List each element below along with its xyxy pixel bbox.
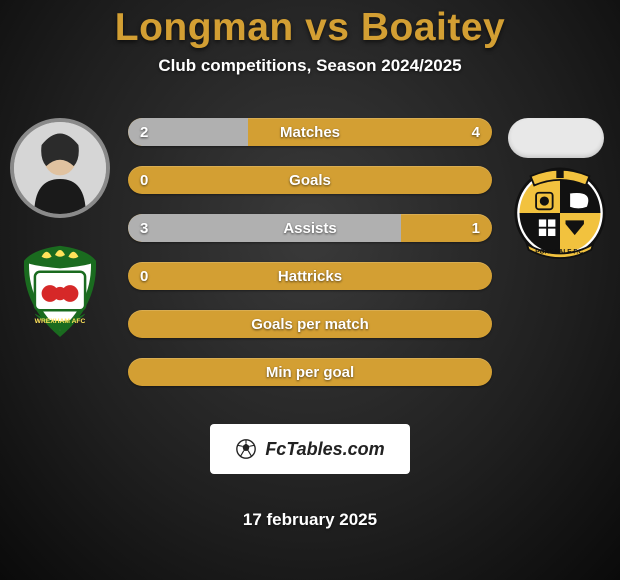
player-right-name: Boaitey: [361, 6, 505, 49]
player-left-name: Longman: [115, 6, 294, 49]
date-text: 17 february 2025: [128, 510, 492, 530]
brand-text: FcTables.com: [265, 439, 384, 460]
stats-column: Matches24Goals0Assists31Hattricks0Goals …: [120, 118, 500, 530]
stat-value-left: 2: [128, 118, 160, 146]
stat-value-left: 3: [128, 214, 160, 242]
svg-text:PORT VALE F.C.: PORT VALE F.C.: [535, 248, 585, 255]
stat-label: Matches: [128, 118, 492, 146]
page-title: Longman vs Boaitey: [0, 0, 620, 50]
stat-bar: Matches2 4: [128, 118, 492, 146]
columns: WREXHAM AFC Matches24Goals0Assists31Hatt…: [0, 118, 620, 530]
left-column: WREXHAM AFC: [0, 118, 120, 344]
crest-left-icon: WREXHAM AFC: [14, 245, 106, 337]
club-left-crest: WREXHAM AFC: [7, 238, 113, 344]
svg-text:WREXHAM AFC: WREXHAM AFC: [35, 318, 86, 325]
stat-label: Hattricks: [128, 262, 492, 290]
stat-bar: Min per goal: [128, 358, 492, 386]
stat-bar: Goals per match: [128, 310, 492, 338]
avatar-placeholder-icon: [14, 122, 106, 214]
crest-right-icon: PORT VALE F.C.: [514, 167, 606, 259]
stat-value-left: 0: [128, 262, 160, 290]
title-vs: vs: [305, 6, 349, 49]
stat-bar: Assists3 1: [128, 214, 492, 242]
stat-label: Goals: [128, 166, 492, 194]
stat-value-right: 4: [460, 118, 492, 146]
stat-label: Assists: [128, 214, 492, 242]
stat-value-right: 1: [460, 214, 492, 242]
club-right-crest: PORT VALE F.C.: [507, 160, 613, 266]
player-left-avatar: [10, 118, 110, 218]
stat-label: Goals per match: [128, 310, 492, 338]
stat-value-left: 0: [128, 166, 160, 194]
stat-bar: Hattricks0: [128, 262, 492, 290]
content-root: Longman vs Boaitey Club competitions, Se…: [0, 0, 620, 580]
stat-bar: Goals0: [128, 166, 492, 194]
stat-label: Min per goal: [128, 358, 492, 386]
right-column: PORT VALE F.C.: [500, 118, 620, 266]
subtitle: Club competitions, Season 2024/2025: [0, 56, 620, 76]
soccer-ball-icon: [235, 438, 257, 460]
brand-bar: FcTables.com: [210, 424, 410, 474]
